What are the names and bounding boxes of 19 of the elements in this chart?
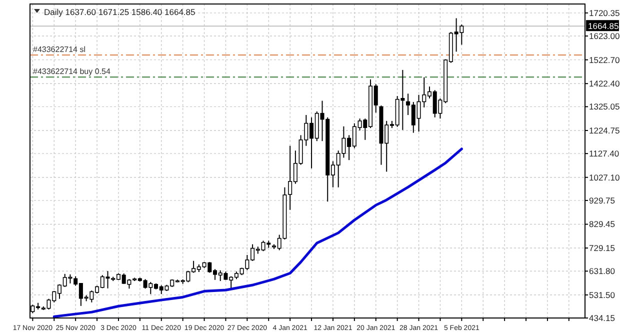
ref-line-label: #433622714 buy 0.54: [33, 67, 111, 76]
y-tick-label: 1325.05: [589, 102, 620, 112]
y-tick-label: 631.80: [589, 266, 616, 276]
chart-title: Daily 1637.60 1671.25 1586.40 1664.85: [44, 7, 196, 17]
y-tick-label: 1422.40: [589, 78, 620, 89]
ref-line-label: 1664.85: [588, 21, 619, 32]
y-tick-label: 1720.35: [589, 8, 620, 18]
y-tick-label: 531.50: [589, 290, 616, 300]
y-tick-label: 1623.00: [589, 31, 620, 42]
y-tick-label: 1224.75: [589, 125, 620, 136]
y-tick-label: 434.15: [589, 313, 616, 323]
y-tick-label: 1027.10: [589, 172, 620, 182]
line-series: [52, 148, 463, 318]
y-tick-label: 829.45: [589, 219, 616, 230]
y-tick-label: 1522.70: [589, 54, 620, 65]
y-tick-label: 729.15: [589, 243, 616, 254]
y-tick-label: 1127.40: [589, 148, 620, 159]
y-tick-label: 929.75: [589, 195, 616, 206]
ref-line-label: #433622714 sl: [33, 44, 86, 54]
